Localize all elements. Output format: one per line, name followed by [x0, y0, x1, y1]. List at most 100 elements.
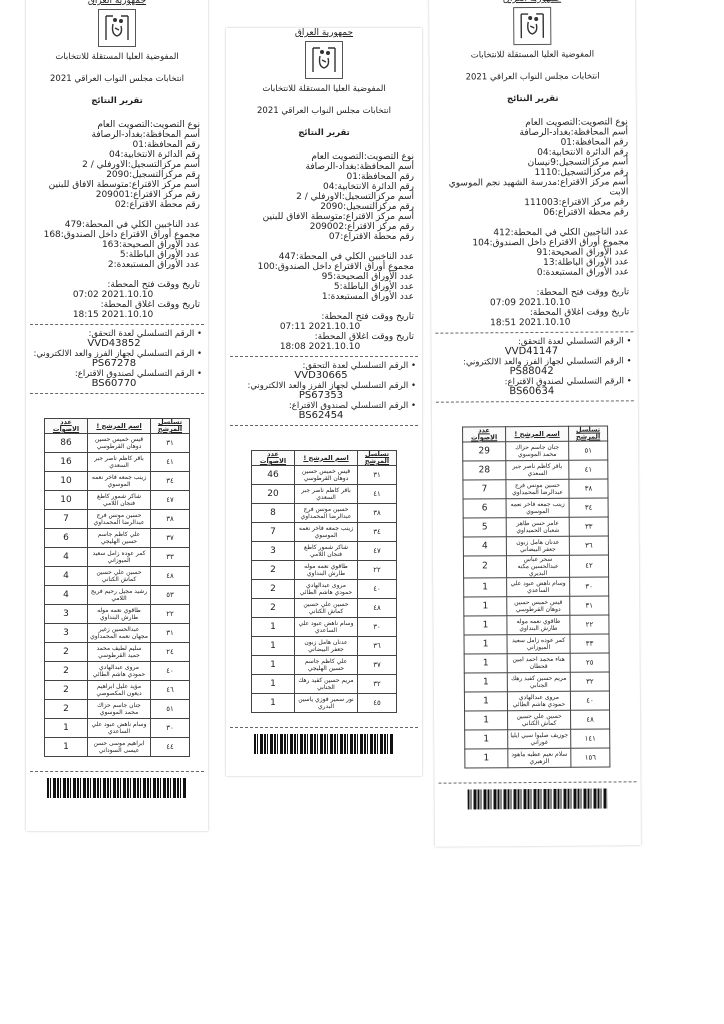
serial-value: BS62454: [298, 410, 344, 421]
candidate-name: شاكر شمور كاطع فنجان اللامي: [87, 490, 151, 510]
result-receipt: جمهورية العراق المفوضية العليا المستقلة ل…: [26, 0, 208, 831]
country-title: جمهورية العراق: [87, 0, 147, 6]
receipt-header: جمهورية العراق المفوضية العليا المستقلة ل…: [26, 0, 208, 106]
column-header: عدد الاصوات: [251, 450, 295, 466]
candidate-serial: ٣١: [150, 623, 190, 643]
candidate-name: باقر كاظم ناصر جبر السعدي: [294, 484, 358, 504]
info-line: رقم مركز الاقتراع:209002: [309, 222, 414, 232]
vote-count: 5: [463, 517, 507, 538]
candidate-serial: ٣٠: [357, 617, 397, 637]
election-title: انتخابات مجلس النواب العراقي 2021: [465, 71, 600, 83]
table-row: ٤٥ نور سمير فوزي ياسين البدري 1: [251, 693, 397, 713]
count-line: عدد الناخبين الكلي في المحطة:479: [64, 220, 200, 230]
candidate-serial: ٤٦: [150, 680, 190, 700]
info-line: رقم الدائرة الانتخابية:04: [109, 150, 200, 160]
info-line: نوع التصويت:التصويت العام: [97, 120, 200, 130]
vote-count: 2: [463, 555, 507, 579]
serial-label: • الرقم التسلسلي لصندوق الاقتراع:: [74, 369, 202, 379]
vote-count: 20: [251, 484, 295, 504]
info-line: أسم مركز الاقتراع:متوسطة الافاق للبنين: [262, 212, 414, 222]
table-row: ٣٠ وسام ناهض عبود علي الساعدي 1: [44, 718, 190, 738]
info-line: رقم محطة الاقتراع:07: [328, 232, 414, 242]
info-line: أسم المحافظة:بغداد-الرصافة: [91, 130, 200, 140]
vote-count: 4: [44, 585, 88, 605]
vote-count: 10: [44, 490, 88, 510]
vote-count: 1: [464, 748, 508, 768]
candidate-serial: ٤٨: [570, 709, 610, 730]
candidate-name: حسين مونس فرج عبدالرضا المحمداوي: [294, 503, 358, 523]
serial-value: PS67353: [298, 390, 344, 401]
info-line: رقم مركزالتسجيل:2090: [320, 202, 414, 212]
candidate-name: قيس خميس حسين دوهان القرطوسي: [506, 596, 570, 616]
country-title: جمهورية العراق: [294, 28, 354, 38]
candidate-name: مروى عبدالهادي حمودي هاشم الطائي: [87, 661, 151, 681]
serial-numbers: • الرقم التسلسلي لعدة التحقق: VVD43852 • ا…: [26, 329, 208, 389]
candidate-serial: ٣٧: [150, 528, 190, 548]
divider: [30, 771, 204, 772]
table-row: ٣٢ مريم حسين كفيد رهك الجنابي 1: [251, 674, 397, 694]
candidate-serial: ٣٤: [569, 497, 609, 518]
vote-count: 4: [463, 536, 507, 557]
serial-value: BS60770: [91, 378, 137, 389]
candidate-name: مريم حسين كفيد رهك الجنابي: [294, 674, 358, 694]
vote-count: 1: [463, 577, 507, 598]
station-info: نوع التصويت:التصويت العام أسم المحافظة:بغ…: [26, 120, 208, 320]
report-title: تقرير النتائج: [91, 96, 143, 106]
column-header: تسلسل المرشح: [357, 450, 397, 466]
candidate-serial: ٣٤: [357, 522, 397, 542]
candidate-name: طاقوي نعمه موله طارش البنداوي: [506, 615, 570, 635]
table-row: ٣٤ زينب جمعه فاخر نعمه الموسوي 7: [251, 522, 397, 542]
table-row: ٤١ باقر كاظم ناصر جبر السعدي 20: [251, 484, 397, 504]
table-header-row: تسلسل المرشح اسم المرشح ! عدد الاصوات: [462, 426, 608, 443]
candidate-name: باقر كاظم ناصر جبر السعدي: [87, 452, 151, 472]
vote-count: 46: [251, 465, 295, 485]
table-row: ٤٧ شاكر شمور كاطع فنجان اللامي 3: [251, 541, 397, 561]
candidate-serial: ٣٤: [150, 471, 190, 491]
vote-count: 2: [44, 680, 88, 700]
candidate-serial: ٥١: [150, 699, 190, 719]
candidate-name: مروى عبدالهادي حمودي هاشم الطائي: [507, 691, 571, 711]
vote-count: 29: [462, 441, 506, 462]
vote-count: 7: [44, 509, 88, 529]
open-time: 2021.10.10 07:02: [72, 290, 154, 300]
vote-count: 1: [44, 737, 88, 757]
candidate-name: باقر كاظم ناصر جبر السعدي: [505, 460, 569, 480]
candidate-name: زينب جمعه فاخر نعمه الموسوي: [294, 522, 358, 542]
vote-count: 2: [251, 598, 295, 618]
candidate-serial: ٢٥: [570, 652, 610, 673]
vote-count: 8: [251, 503, 295, 523]
column-header: عدد الاصوات: [44, 418, 88, 434]
table-row: ٤٠ مروى عبدالهادي حمودي هاشم الطائي 1: [464, 690, 610, 711]
info-line: رقم مركزالتسجيل:2090: [106, 170, 200, 180]
vote-count: 1: [251, 674, 295, 694]
candidate-serial: ١٤١: [570, 728, 610, 749]
vote-count: 1: [463, 615, 507, 636]
table-row: ٤٨ حسين علي حسين كماش الكناني 2: [251, 598, 397, 618]
country-title: جمهورية العراق: [429, 0, 635, 5]
table-row: ٤٨ حسين علي حسين كماش الكناني 4: [44, 566, 190, 586]
table-row: ١٥٦ سلام نعيم عطيه ماهود الزهيري 1: [464, 747, 610, 768]
column-header: اسم المرشح !: [294, 450, 358, 466]
info-line: رقم محطة الاقتراع:02: [114, 200, 200, 210]
count-line: مجموع أوراق الاقتراع داخل الصندوق:168: [43, 230, 200, 240]
vote-count: 6: [44, 528, 88, 548]
candidate-serial: ٤٠: [150, 661, 190, 681]
table-row: ١٤١ جوزيف صليوا سبي ايليا غوراني 1: [464, 728, 610, 749]
table-row: ٣٦ عدنان هامل زبون جعفر البيضاني 4: [463, 535, 609, 557]
candidate-serial: ٤٠: [570, 690, 610, 711]
serial-value: VVD30665: [294, 370, 348, 381]
candidate-name: علي كاظم جاسم حسين الهليجي: [87, 528, 151, 548]
candidate-serial: ٣٨: [150, 509, 190, 529]
candidate-serial: ٢٤: [150, 642, 190, 662]
table-row: ٣٣ كمر عوده زامل سعيد الميوزاني 1: [463, 633, 610, 655]
open-label: تاريخ ووقت فتح المحطة:: [536, 287, 630, 298]
candidate-serial: ٤٥: [357, 693, 397, 713]
candidate-name: عدنان هامل زبون جعفر البيضاني: [506, 536, 570, 556]
divider: [30, 324, 204, 325]
info-line: رقم المحافظة:01: [132, 140, 201, 150]
candidate-name: عبدالحسين زغير مجهان نعمه المحمداوي: [87, 623, 151, 643]
vote-count: 1: [44, 718, 88, 738]
vote-count: 2: [251, 560, 295, 580]
count-line: عدد الأوراق الباطلة:5: [119, 250, 200, 260]
candidate-name: عامر حسن طاهر شعبان الحميداوي: [506, 517, 570, 537]
